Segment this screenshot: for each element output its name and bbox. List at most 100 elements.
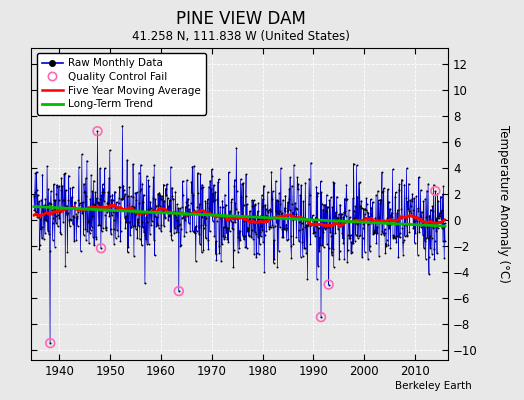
Point bbox=[224, 239, 233, 246]
Point bbox=[389, 232, 398, 238]
Point bbox=[197, 222, 205, 228]
Point bbox=[414, 207, 422, 214]
Point bbox=[399, 237, 408, 244]
Point bbox=[198, 214, 206, 220]
Point bbox=[414, 205, 422, 212]
Point bbox=[144, 206, 152, 212]
Point bbox=[246, 208, 254, 214]
Point bbox=[37, 224, 46, 230]
Point bbox=[351, 203, 359, 210]
Point bbox=[45, 231, 53, 238]
Text: 41.258 N, 111.838 W (United States): 41.258 N, 111.838 W (United States) bbox=[132, 30, 350, 43]
Point bbox=[101, 165, 109, 171]
Point bbox=[418, 208, 426, 215]
Point bbox=[285, 196, 293, 203]
Point bbox=[432, 228, 440, 234]
Point bbox=[214, 176, 223, 182]
Point bbox=[93, 128, 102, 134]
Point bbox=[182, 229, 190, 235]
Text: PINE VIEW DAM: PINE VIEW DAM bbox=[176, 10, 306, 28]
Point bbox=[294, 181, 302, 187]
Point bbox=[206, 209, 215, 216]
Point bbox=[116, 228, 125, 235]
Point bbox=[103, 208, 111, 215]
Point bbox=[403, 233, 411, 239]
Point bbox=[163, 209, 171, 216]
Point bbox=[419, 198, 428, 204]
Point bbox=[297, 254, 305, 260]
Point bbox=[35, 214, 43, 220]
Point bbox=[96, 196, 105, 202]
Point bbox=[123, 249, 132, 256]
Point bbox=[129, 161, 137, 167]
Point bbox=[108, 212, 116, 218]
Point bbox=[282, 221, 290, 228]
Point bbox=[169, 196, 178, 202]
Point bbox=[416, 217, 424, 223]
Point bbox=[352, 231, 360, 238]
Point bbox=[362, 207, 370, 213]
Point bbox=[30, 206, 39, 213]
Point bbox=[380, 229, 389, 236]
Point bbox=[431, 188, 440, 194]
Point bbox=[148, 218, 156, 224]
Point bbox=[313, 276, 321, 282]
Point bbox=[275, 248, 283, 254]
Point bbox=[185, 210, 193, 217]
Point bbox=[379, 188, 387, 194]
Point bbox=[160, 214, 169, 220]
Point bbox=[104, 189, 112, 195]
Point bbox=[188, 163, 196, 170]
Point bbox=[168, 184, 176, 191]
Point bbox=[173, 201, 181, 208]
Point bbox=[175, 222, 183, 228]
Point bbox=[235, 228, 244, 234]
Point bbox=[410, 195, 418, 201]
Point bbox=[195, 200, 204, 207]
Point bbox=[74, 164, 83, 170]
Point bbox=[45, 200, 53, 206]
Point bbox=[321, 202, 330, 208]
Point bbox=[145, 209, 154, 215]
Point bbox=[205, 228, 214, 235]
Point bbox=[312, 184, 321, 190]
Point bbox=[341, 212, 350, 219]
Point bbox=[216, 213, 225, 219]
Point bbox=[158, 193, 166, 199]
Point bbox=[340, 209, 348, 216]
Point bbox=[110, 241, 118, 247]
Point bbox=[69, 212, 78, 219]
Point bbox=[213, 218, 221, 224]
Point bbox=[396, 229, 405, 236]
Point bbox=[346, 214, 354, 221]
Point bbox=[428, 203, 436, 210]
Point bbox=[39, 235, 48, 242]
Point bbox=[245, 212, 253, 219]
Point bbox=[181, 204, 190, 210]
Point bbox=[166, 228, 174, 234]
Point bbox=[279, 234, 288, 240]
Point bbox=[54, 197, 63, 204]
Point bbox=[376, 200, 384, 206]
Point bbox=[259, 202, 268, 209]
Point bbox=[191, 224, 200, 231]
Point bbox=[430, 246, 438, 252]
Point bbox=[123, 157, 132, 163]
Point bbox=[104, 207, 113, 213]
Point bbox=[284, 199, 292, 205]
Point bbox=[54, 211, 62, 218]
Point bbox=[233, 234, 242, 240]
Point bbox=[284, 236, 292, 242]
Point bbox=[235, 230, 243, 236]
Point bbox=[220, 214, 228, 220]
Point bbox=[50, 197, 59, 203]
Point bbox=[412, 217, 421, 224]
Point bbox=[100, 198, 108, 204]
Point bbox=[148, 206, 157, 213]
Point bbox=[41, 217, 50, 224]
Point bbox=[441, 238, 449, 244]
Point bbox=[271, 222, 279, 229]
Point bbox=[244, 233, 253, 239]
Point bbox=[275, 190, 283, 196]
Point bbox=[292, 233, 301, 240]
